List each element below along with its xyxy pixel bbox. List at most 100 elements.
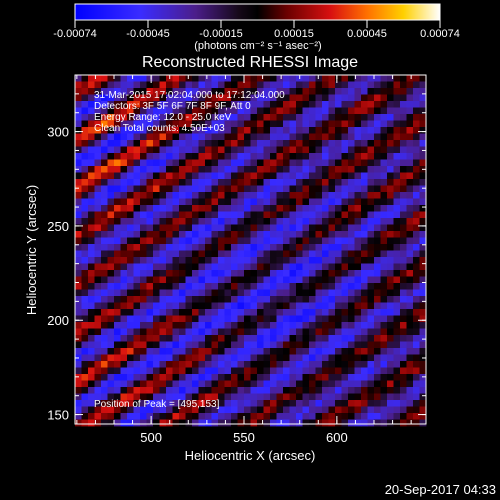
heatmap-pixel xyxy=(75,237,82,245)
heatmap-pixel xyxy=(270,289,277,297)
heatmap-pixel xyxy=(94,133,102,141)
heatmap-pixel xyxy=(211,192,219,199)
heatmap-pixel xyxy=(283,335,290,342)
heatmap-pixel xyxy=(211,270,219,277)
heatmap-pixel xyxy=(198,146,206,154)
heatmap-pixel xyxy=(400,244,407,251)
heatmap-pixel xyxy=(413,380,420,388)
heatmap-pixel xyxy=(153,322,160,329)
heatmap-pixel xyxy=(159,185,167,193)
heatmap-pixel xyxy=(257,263,264,271)
heatmap-pixel xyxy=(140,224,147,232)
heatmap-pixel xyxy=(146,153,154,160)
heatmap-pixel xyxy=(400,406,407,414)
heatmap-pixel xyxy=(211,380,219,388)
heatmap-pixel xyxy=(198,393,206,401)
heatmap-pixel xyxy=(172,159,180,167)
heatmap-pixel xyxy=(237,81,245,89)
heatmap-pixel xyxy=(393,218,401,225)
heatmap-pixel xyxy=(328,302,336,310)
heatmap-pixel xyxy=(400,179,407,186)
heatmap-pixel xyxy=(179,114,186,121)
heatmap-pixel xyxy=(127,289,134,297)
heatmap-pixel xyxy=(335,283,342,290)
heatmap-pixel xyxy=(367,211,375,219)
heatmap-pixel xyxy=(75,361,82,368)
heatmap-pixel xyxy=(185,413,193,420)
heatmap-pixel xyxy=(237,166,245,173)
heatmap-pixel xyxy=(179,413,186,420)
heatmap-pixel xyxy=(172,283,180,290)
heatmap-pixel xyxy=(153,361,160,368)
heatmap-pixel xyxy=(185,179,193,186)
heatmap-pixel xyxy=(250,348,258,355)
heatmap-pixel xyxy=(107,218,115,225)
heatmap-pixel xyxy=(387,283,394,290)
heatmap-pixel xyxy=(146,289,154,297)
heatmap-pixel xyxy=(296,250,303,258)
heatmap-pixel xyxy=(419,140,427,147)
heatmap-pixel xyxy=(237,88,245,95)
heatmap-pixel xyxy=(257,400,264,407)
heatmap-pixel xyxy=(413,114,420,121)
heatmap-pixel xyxy=(341,406,349,414)
heatmap-pixel xyxy=(146,270,154,277)
heatmap-pixel xyxy=(94,341,102,349)
heatmap-pixel xyxy=(224,140,232,147)
heatmap-pixel xyxy=(322,127,329,134)
heatmap-pixel xyxy=(146,205,154,212)
heatmap-pixel xyxy=(302,367,310,375)
heatmap-pixel xyxy=(224,107,232,115)
heatmap-pixel xyxy=(322,75,329,82)
heatmap-pixel xyxy=(114,185,121,193)
heatmap-pixel xyxy=(133,309,141,316)
heatmap-pixel xyxy=(192,224,199,232)
heatmap-pixel xyxy=(309,257,316,264)
heatmap-pixel xyxy=(218,263,225,271)
heatmap-pixel xyxy=(400,224,407,232)
heatmap-pixel xyxy=(283,114,290,121)
heatmap-pixel xyxy=(146,328,154,336)
heatmap-pixel xyxy=(231,400,238,407)
heatmap-pixel xyxy=(205,114,212,121)
heatmap-pixel xyxy=(127,172,134,180)
heatmap-pixel xyxy=(419,296,427,303)
heatmap-pixel xyxy=(81,159,89,167)
heatmap-pixel xyxy=(419,393,427,401)
heatmap-pixel xyxy=(81,419,89,427)
heatmap-pixel xyxy=(185,211,193,219)
heatmap-pixel xyxy=(211,250,219,258)
heatmap-pixel xyxy=(322,153,329,160)
heatmap-pixel xyxy=(361,224,368,232)
y-tick-label: 150 xyxy=(47,408,69,423)
heatmap-pixel xyxy=(140,302,147,310)
heatmap-pixel xyxy=(153,114,160,121)
heatmap-pixel xyxy=(250,88,258,95)
heatmap-pixel xyxy=(380,270,388,277)
heatmap-pixel xyxy=(289,283,297,290)
heatmap-pixel xyxy=(257,348,264,355)
heatmap-pixel xyxy=(393,270,401,277)
heatmap-pixel xyxy=(166,114,173,121)
heatmap-pixel xyxy=(380,127,388,134)
heatmap-pixel xyxy=(309,237,316,245)
heatmap-pixel xyxy=(387,367,394,375)
heatmap-pixel xyxy=(406,237,414,245)
heatmap-pixel xyxy=(393,211,401,219)
heatmap-pixel xyxy=(244,250,251,258)
heatmap-pixel xyxy=(283,400,290,407)
heatmap-pixel xyxy=(276,380,284,388)
heatmap-pixel xyxy=(257,179,264,186)
x-axis-tick-labels: 500 550 600 xyxy=(140,430,347,445)
heatmap-pixel xyxy=(88,413,95,420)
heatmap-pixel xyxy=(218,192,225,199)
heatmap-pixel xyxy=(120,159,128,167)
colorbar xyxy=(74,3,441,21)
heatmap-pixel xyxy=(231,172,238,180)
heatmap-pixel xyxy=(400,75,407,82)
heatmap-pixel xyxy=(328,354,336,362)
heatmap-pixel xyxy=(354,374,362,381)
heatmap-pixel xyxy=(276,179,284,186)
heatmap-pixel xyxy=(185,361,193,368)
heatmap-pixel xyxy=(250,237,258,245)
